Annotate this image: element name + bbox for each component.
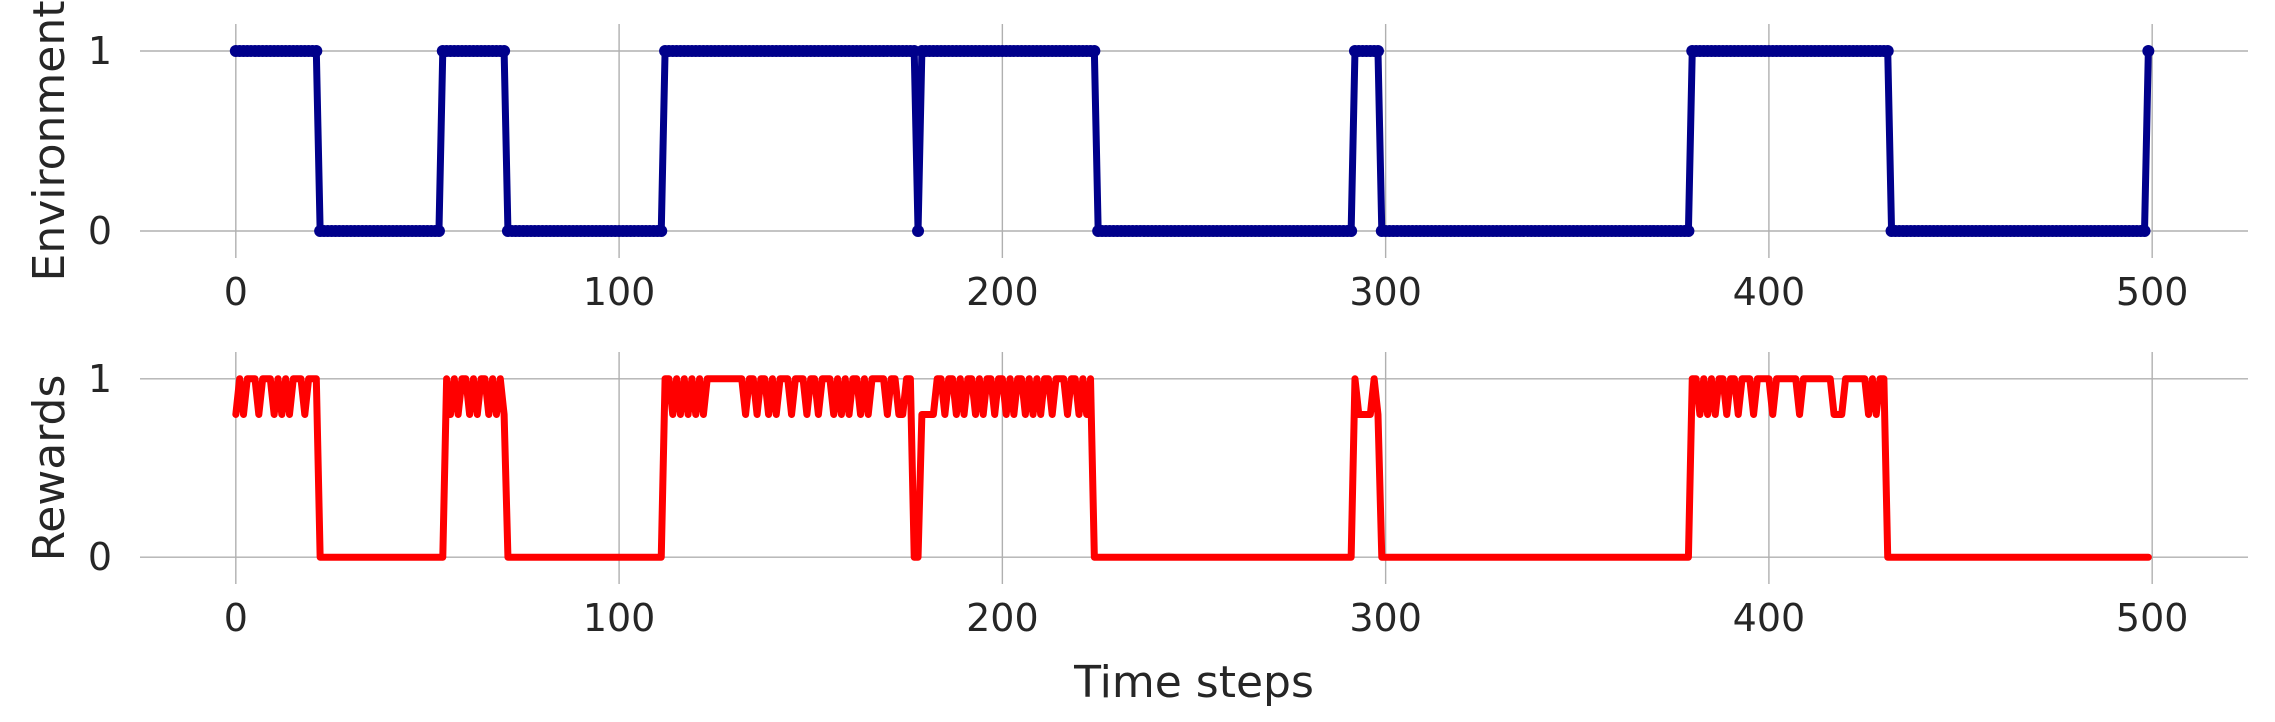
- y-axis-title: Environment: [24, 1, 75, 282]
- data-point: [1345, 225, 1358, 237]
- data-point: [498, 45, 511, 57]
- data-point: [2142, 45, 2155, 57]
- data-point: [432, 225, 445, 237]
- data-point: [310, 45, 323, 57]
- x-tick-label: 200: [966, 596, 1039, 640]
- data-point: [655, 225, 668, 237]
- data-point: [1371, 45, 1384, 57]
- environment-panel: 0 100 200 300 400 500 0 1 Environment: [24, 1, 2248, 314]
- x-tick-label: 300: [1349, 596, 1422, 640]
- rewards-panel: 0 100 200 300 400 500 0 1 Rewards Time steps: [24, 352, 2248, 708]
- x-tick-label: 300: [1349, 270, 1422, 314]
- x-tick-label: 200: [966, 270, 1039, 314]
- y-tick-label: 0: [88, 209, 112, 253]
- x-tick-label: 400: [1733, 596, 1806, 640]
- x-tick-label: 400: [1733, 270, 1806, 314]
- x-axis-title: Time steps: [1073, 657, 1314, 708]
- data-point: [912, 225, 925, 237]
- y-tick-label: 0: [88, 535, 112, 579]
- data-point: [1881, 45, 1894, 57]
- x-tick-label: 100: [583, 596, 656, 640]
- x-tick-label: 0: [224, 596, 248, 640]
- y-tick-label: 1: [88, 357, 112, 401]
- x-tick-label: 500: [2116, 270, 2189, 314]
- data-point: [1088, 45, 1101, 57]
- data-point: [1682, 225, 1695, 237]
- y-tick-label: 1: [88, 29, 112, 73]
- y-axis-title: Rewards: [24, 375, 75, 562]
- series-line: [232, 375, 2152, 561]
- x-tick-label: 100: [583, 270, 656, 314]
- x-tick-label: 500: [2116, 596, 2189, 640]
- series-line: [232, 47, 2152, 235]
- data-point: [2138, 225, 2151, 237]
- x-tick-label: 0: [224, 270, 248, 314]
